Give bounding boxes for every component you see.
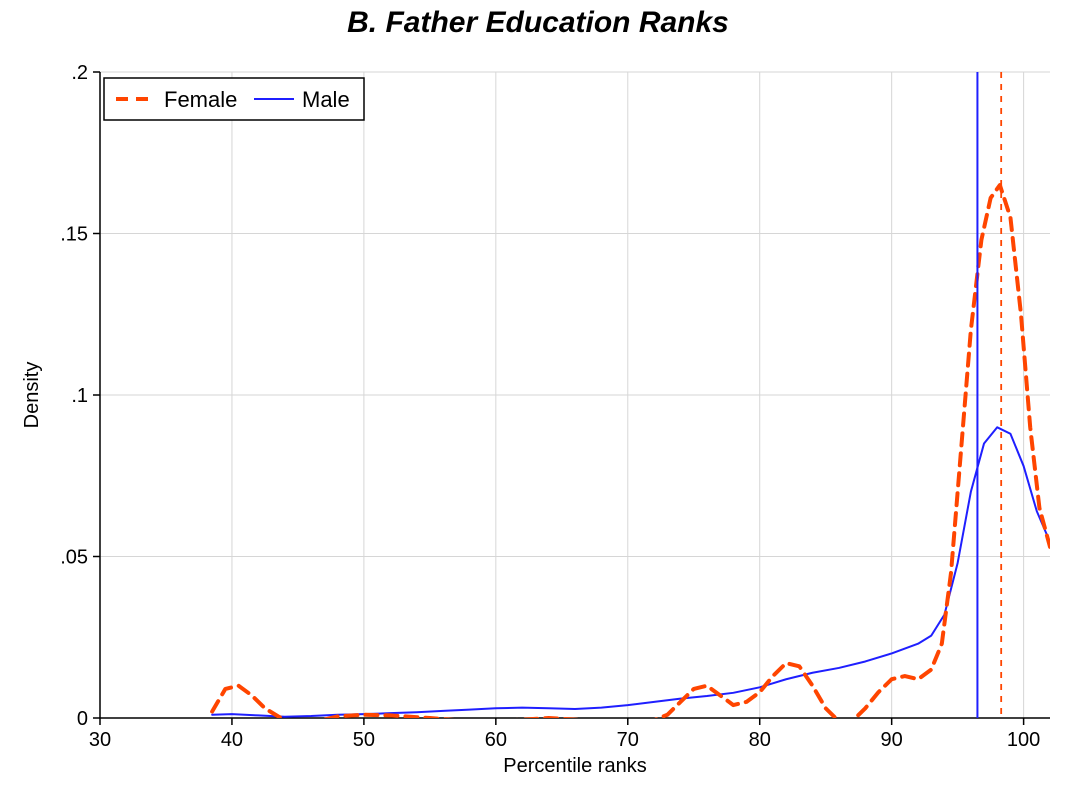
y-tick-label: .2 bbox=[71, 62, 88, 84]
x-tick-label: 70 bbox=[617, 729, 639, 751]
y-tick-label: .15 bbox=[60, 224, 88, 246]
x-tick-label: 100 bbox=[1007, 729, 1040, 751]
x-tick-label: 30 bbox=[89, 729, 111, 751]
x-tick-label: 60 bbox=[485, 729, 507, 751]
legend-label-female: Female bbox=[164, 87, 237, 112]
plot-group bbox=[212, 72, 1050, 724]
x-axis-label: Percentile ranks bbox=[503, 755, 646, 777]
x-tick-label: 40 bbox=[221, 729, 243, 751]
x-tick-label: 50 bbox=[353, 729, 375, 751]
x-tick-label: 80 bbox=[749, 729, 771, 751]
x-tick-label: 90 bbox=[881, 729, 903, 751]
legend-label-male: Male bbox=[302, 87, 350, 112]
y-tick-label: 0 bbox=[77, 708, 88, 730]
legend: Female Male bbox=[104, 78, 364, 120]
y-axis-label: Density bbox=[21, 362, 43, 429]
y-tick-label: .1 bbox=[71, 385, 88, 407]
y-tick-label: .05 bbox=[60, 547, 88, 569]
female-series-line bbox=[212, 185, 1050, 724]
chart-title: B. Father Education Ranks bbox=[0, 0, 1076, 42]
density-chart: 30 40 50 60 70 80 90 100 Percentile ranks 0 .05 .1.… bbox=[0, 42, 1076, 788]
